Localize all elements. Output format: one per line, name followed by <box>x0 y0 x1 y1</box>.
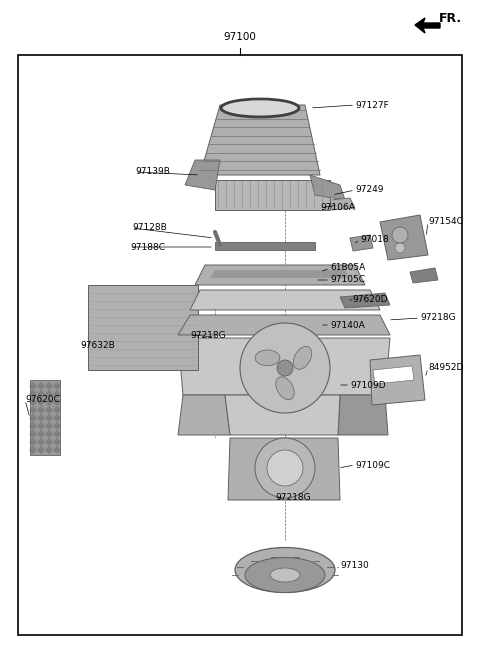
Polygon shape <box>37 390 45 398</box>
Text: 97218G: 97218G <box>190 330 226 340</box>
Polygon shape <box>45 390 53 398</box>
Polygon shape <box>330 198 355 210</box>
Bar <box>215 180 330 210</box>
Polygon shape <box>53 430 61 438</box>
Polygon shape <box>380 215 428 260</box>
Bar <box>88 285 198 370</box>
Polygon shape <box>37 414 45 422</box>
Text: 97632B: 97632B <box>80 340 115 350</box>
Text: 97130: 97130 <box>340 560 369 570</box>
Polygon shape <box>37 382 45 390</box>
Polygon shape <box>45 430 53 438</box>
Text: 97154C: 97154C <box>428 217 463 227</box>
Text: 97105C: 97105C <box>330 275 365 284</box>
Polygon shape <box>228 438 340 500</box>
Text: 97188C: 97188C <box>130 242 165 252</box>
Polygon shape <box>338 395 388 435</box>
Bar <box>215 242 315 250</box>
Polygon shape <box>190 290 380 310</box>
Polygon shape <box>45 414 53 422</box>
Polygon shape <box>53 446 61 454</box>
Polygon shape <box>29 382 37 390</box>
Polygon shape <box>53 406 61 414</box>
Text: 97139B: 97139B <box>135 168 170 177</box>
Text: 97140A: 97140A <box>330 321 365 330</box>
Polygon shape <box>37 398 45 406</box>
Polygon shape <box>53 438 61 446</box>
Polygon shape <box>210 270 350 278</box>
Polygon shape <box>37 430 45 438</box>
Polygon shape <box>29 390 37 398</box>
Polygon shape <box>310 175 345 200</box>
Polygon shape <box>415 18 440 33</box>
Polygon shape <box>29 422 37 430</box>
Bar <box>18 55 462 635</box>
Text: 97109D: 97109D <box>350 380 385 390</box>
Polygon shape <box>178 338 390 395</box>
Polygon shape <box>45 382 53 390</box>
Polygon shape <box>370 355 425 405</box>
Ellipse shape <box>223 101 298 116</box>
Text: 84952D: 84952D <box>428 363 463 373</box>
Text: 97218G: 97218G <box>420 313 456 323</box>
Circle shape <box>395 243 405 253</box>
Ellipse shape <box>276 377 294 399</box>
Ellipse shape <box>255 350 280 366</box>
Polygon shape <box>29 446 37 454</box>
Polygon shape <box>45 438 53 446</box>
Ellipse shape <box>270 568 300 582</box>
Polygon shape <box>37 438 45 446</box>
Polygon shape <box>29 430 37 438</box>
Text: 97100: 97100 <box>224 32 256 42</box>
Circle shape <box>392 227 408 243</box>
Polygon shape <box>30 380 60 455</box>
Polygon shape <box>195 265 365 285</box>
Polygon shape <box>53 398 61 406</box>
Text: 97106A: 97106A <box>320 204 355 212</box>
Text: 97127F: 97127F <box>355 101 389 110</box>
Polygon shape <box>29 398 37 406</box>
Text: 97128B: 97128B <box>132 223 167 233</box>
Text: 61B05A: 61B05A <box>330 263 365 273</box>
Polygon shape <box>185 160 220 190</box>
Polygon shape <box>410 268 438 283</box>
Polygon shape <box>178 395 230 435</box>
Polygon shape <box>37 446 45 454</box>
Polygon shape <box>45 422 53 430</box>
Polygon shape <box>45 406 53 414</box>
Ellipse shape <box>245 558 325 593</box>
Polygon shape <box>53 390 61 398</box>
Text: 97218G: 97218G <box>275 493 311 501</box>
Polygon shape <box>29 438 37 446</box>
Text: 97018: 97018 <box>360 235 389 244</box>
Polygon shape <box>29 406 37 414</box>
Text: 97620D: 97620D <box>352 296 387 304</box>
Ellipse shape <box>235 547 335 593</box>
Text: 97249: 97249 <box>355 185 384 194</box>
Text: 97620C: 97620C <box>25 396 60 405</box>
Polygon shape <box>53 414 61 422</box>
Polygon shape <box>29 414 37 422</box>
Circle shape <box>255 438 315 498</box>
Polygon shape <box>37 406 45 414</box>
Text: FR.: FR. <box>439 12 462 25</box>
Polygon shape <box>178 315 390 335</box>
Polygon shape <box>53 422 61 430</box>
Circle shape <box>267 450 303 486</box>
Circle shape <box>277 360 293 376</box>
Polygon shape <box>340 293 390 308</box>
Circle shape <box>240 323 330 413</box>
Ellipse shape <box>293 346 312 369</box>
Polygon shape <box>37 422 45 430</box>
Polygon shape <box>200 105 320 175</box>
Polygon shape <box>45 446 53 454</box>
Polygon shape <box>45 398 53 406</box>
Polygon shape <box>373 366 414 384</box>
Polygon shape <box>53 382 61 390</box>
Polygon shape <box>350 235 373 251</box>
Text: 97109C: 97109C <box>355 461 390 470</box>
Polygon shape <box>225 395 340 435</box>
